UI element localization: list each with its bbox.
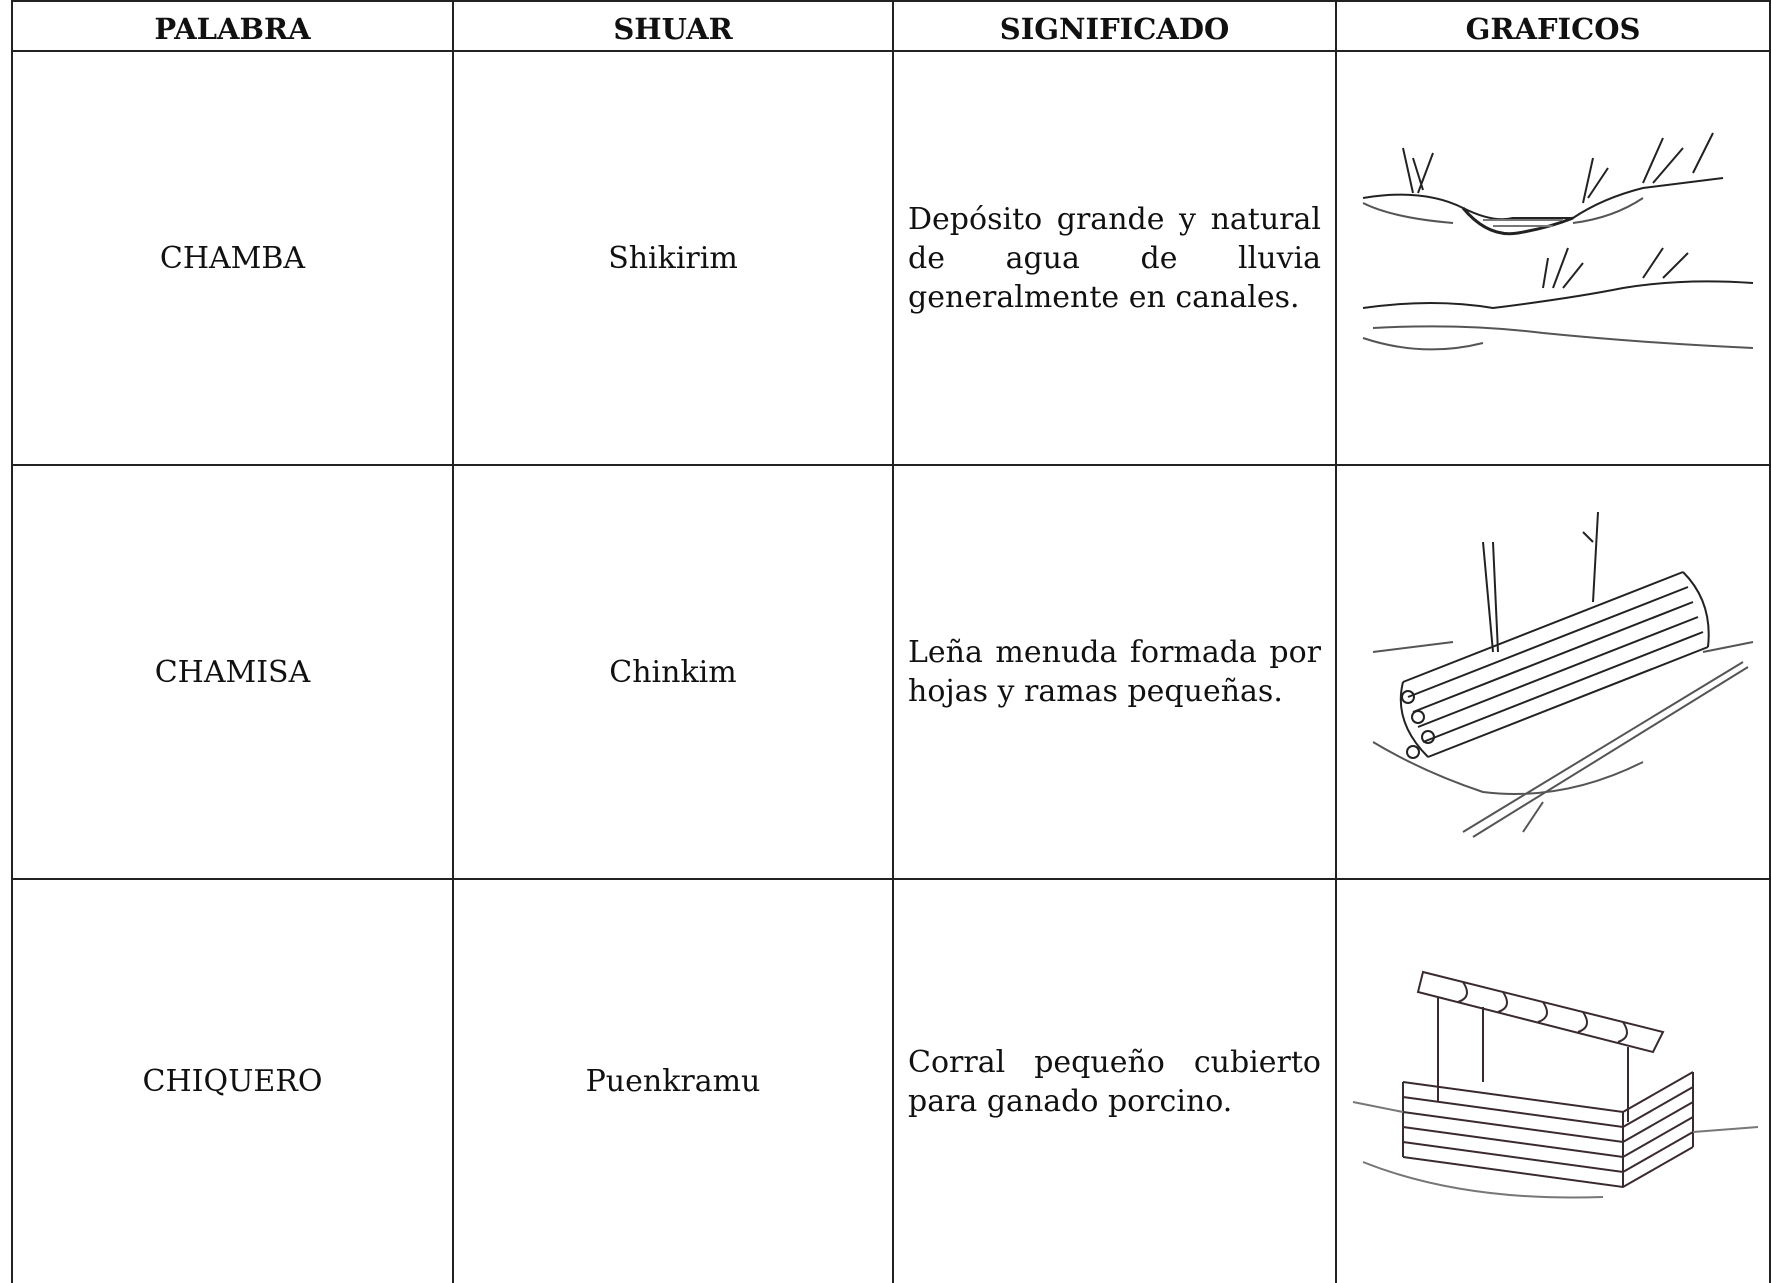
row: CHAMBA Shikirim Depósito grande y natura… [11, 50, 1771, 466]
header-cell: PALABRA [11, 0, 454, 52]
sketch-pigpen [1352, 970, 1759, 1199]
graphic [1335, 464, 1771, 880]
row: CHAMISA Chinkim Leña menuda formada por … [11, 464, 1771, 880]
meaning: Depósito grande y natural de agua de llu… [892, 50, 1337, 466]
glossary-table: PALABRA SHUAR SIGNIFICADO GRAFICOS CHAMB… [11, 0, 1771, 1283]
meaning: Corral pequeño cubierto para ganado porc… [892, 878, 1337, 1283]
word: CHIQUERO [11, 878, 454, 1283]
row: CHIQUERO Puenkramu Corral pequeño cubier… [11, 878, 1771, 1283]
header-cell: GRAFICOS [1335, 0, 1771, 52]
header-row: PALABRA SHUAR SIGNIFICADO GRAFICOS [11, 0, 1771, 52]
graphic [1335, 50, 1771, 466]
shuar: Puenkramu [452, 878, 894, 1283]
word: CHAMISA [11, 464, 454, 880]
meaning: Leña menuda formada por hojas y ramas pe… [892, 464, 1337, 880]
shuar: Chinkim [452, 464, 894, 880]
word: CHAMBA [11, 50, 454, 466]
header-cell: SIGNIFICADO [892, 0, 1337, 52]
sketch-firewood [1372, 511, 1754, 838]
header-cell: SHUAR [452, 0, 894, 52]
graphic [1335, 878, 1771, 1283]
shuar: Shikirim [452, 50, 894, 466]
sketch-puddle [1362, 132, 1754, 351]
